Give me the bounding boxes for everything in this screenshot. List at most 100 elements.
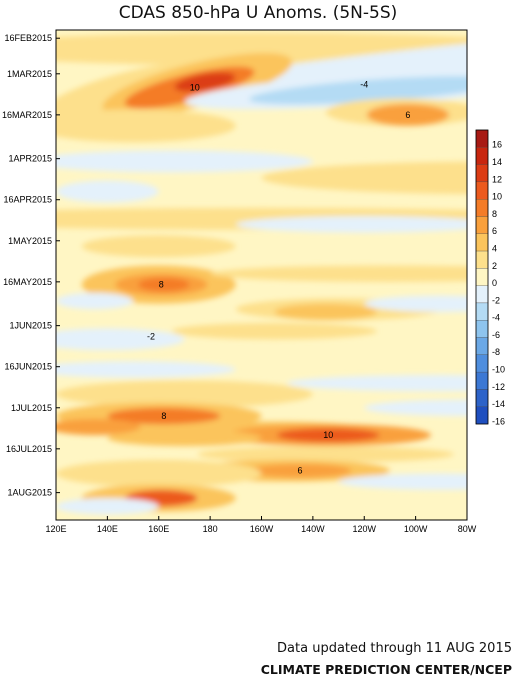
colorbar-swatch [475,406,489,425]
x-tick-label: 120W [352,524,376,534]
colorbar-swatch [475,181,489,200]
colorbar-swatch [475,199,489,217]
x-tick-label: 120E [45,524,66,534]
contour-label: 6 [405,110,410,120]
colorbar-swatch [475,337,489,355]
colorbar-label: 10 [492,192,502,202]
anomaly-region [56,498,159,515]
colorbar-swatch [475,302,489,321]
contour-label: 10 [323,430,333,440]
y-tick-label: 16FEB2015 [4,33,52,43]
anomaly-field [56,30,467,515]
contour-label: 8 [161,411,166,421]
colorbar-swatch [475,129,489,148]
x-tick-label: 140E [97,524,118,534]
anomaly-region [138,277,190,292]
anomaly-region [338,473,467,490]
colorbar-label: -4 [492,313,500,323]
colorbar-label: -2 [492,295,500,305]
anomaly-region [276,428,380,442]
colorbar-swatch [475,268,489,286]
chart-title: CDAS 850-hPa U Anoms. (5N-5S) [119,3,398,23]
anomaly-region [287,374,467,392]
anomaly-region [197,446,455,463]
y-tick-label: 1APR2015 [8,154,52,164]
colorbar-swatch [475,320,489,338]
anomaly-region [56,328,185,351]
colorbar-label: -16 [492,416,505,426]
y-tick-label: 1AUG2015 [7,488,52,498]
anomaly-region [274,303,378,321]
colorbar-label: 0 [492,278,497,288]
y-tick-label: 16MAR2015 [2,110,52,120]
contour-label: 8 [159,280,164,290]
contour-label: -2 [147,332,155,342]
colorbar-label: 2 [492,261,497,271]
anomaly-region [364,399,467,416]
colorbar-frame [475,129,489,425]
contour-labels: 10 8 8 10 6 6 -4 -2 [147,80,410,476]
contour-label: -4 [360,80,368,90]
x-tick-label: 160E [148,524,169,534]
colorbar-label: 6 [492,226,497,236]
footer-center: CLIMATE PREDICTION CENTER/NCEP [261,662,512,677]
footer-updated: Data updated through 11 AUG 2015 [277,641,512,656]
y-tick-label: 16JUL2015 [6,444,52,454]
anomaly-region [366,103,450,126]
y-tick-label: 1MAR2015 [7,69,52,79]
anomaly-region [261,161,467,195]
x-tick-label: 100W [404,524,428,534]
colorbar-label: -6 [492,330,500,340]
colorbar-swatch [475,354,489,373]
anomaly-region [56,292,134,310]
x-tick-label: 160W [250,524,274,534]
colorbar-swatch [475,250,489,269]
anomaly-region [235,216,467,233]
colorbar-swatch [475,285,489,304]
colorbar-label: 12 [492,174,502,184]
contour-label: 6 [298,466,303,476]
anomaly-region [107,429,262,447]
colorbar-swatch [475,389,489,407]
anomaly-region [364,295,467,312]
anomaly-region [248,76,467,105]
plot-area: 10 8 8 10 6 6 -4 -2 [56,30,467,520]
colorbar-label: 8 [492,209,497,219]
colorbar-label: 16 [492,140,502,150]
colorbar-swatch [475,147,489,165]
colorbar-label: -14 [492,399,505,409]
anomaly-region [210,265,467,282]
y-tick-label: 1MAY2015 [8,236,52,246]
x-tick-label: 180 [203,524,218,534]
y-tick-label: 16APR2015 [3,195,52,205]
anomaly-region [56,180,159,203]
anomaly-region [160,30,467,93]
colorbar-swatch [475,233,489,252]
anomaly-region [56,361,236,378]
y-tick-label: 16JUN2015 [4,362,52,372]
colorbar: 16 14 12 10 8 6 4 2 0 -2 -4 -6 -8 -10 -12 -14 -16 [475,129,505,426]
anomaly-region [171,322,378,340]
colorbar-swatch [475,371,489,390]
colorbar-label: 4 [492,243,497,253]
x-tick-label: 140W [301,524,325,534]
contour-label: 10 [190,82,200,92]
anomaly-region [107,407,221,425]
y-axis: 16FEB2015 1MAR2015 16MAR2015 1APR2015 16APR2… [2,33,60,498]
anomaly-region [174,72,236,92]
anomaly-region [56,459,262,488]
anomaly-region [56,150,313,173]
y-tick-label: 1JUL2015 [11,403,52,413]
anomaly-region [56,109,236,143]
y-tick-label: 16MAY2015 [3,277,52,287]
colorbar-label: 14 [492,157,502,167]
colorbar-swatch [475,216,489,234]
colorbar-swatch [475,164,489,183]
colorbar-label: -10 [492,365,505,375]
x-axis: 120E 140E 160E 180 160W 140W 120W 100W 80W [45,516,477,534]
anomaly-region [56,380,313,408]
x-tick-label: 80W [458,524,477,534]
colorbar-label: -8 [492,347,500,357]
anomaly-region [248,463,352,478]
